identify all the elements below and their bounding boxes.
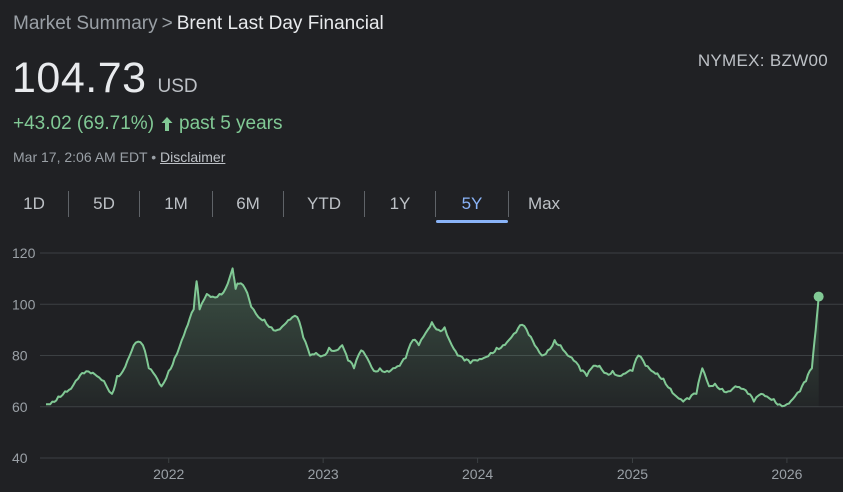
y-tick-label-80: 80 [12, 348, 28, 364]
y-tick-label-100: 100 [12, 296, 36, 312]
change-period: past 5 years [179, 113, 283, 134]
x-tick-label-2024: 2024 [462, 466, 493, 482]
x-tick-label-2023: 2023 [308, 466, 339, 482]
range-tab-separator [283, 191, 284, 217]
breadcrumb-current: Brent Last Day Financial [176, 13, 384, 34]
disclaimer-link[interactable]: Disclaimer [160, 149, 226, 165]
quote-meta: Mar 17, 2:06 AM EDT • Disclaimer [13, 149, 225, 165]
y-tick-label-120: 120 [12, 245, 36, 261]
breadcrumb-market-summary-link[interactable]: Market Summary [13, 13, 158, 34]
change-value: +43.02 (69.71%) [13, 113, 155, 134]
range-tab-separator [212, 191, 213, 217]
range-selector: 1D 5D 1M 6M YTD 1Y 5Y Max [0, 186, 579, 223]
range-tab-1d[interactable]: 1D [23, 194, 45, 213]
arrow-up-icon [161, 117, 173, 131]
range-tab-ytd[interactable]: YTD [307, 194, 341, 213]
quote-timestamp: Mar 17, 2:06 AM EDT [13, 149, 148, 165]
breadcrumb: Market Summary > Brent Last Day Financial [13, 13, 384, 35]
range-tab-6m[interactable]: 6M [236, 194, 260, 213]
range-tab-separator [68, 191, 69, 217]
breadcrumb-separator: > [161, 13, 173, 34]
price-change: +43.02 (69.71%) past 5 years [13, 113, 283, 135]
last-price-point [813, 291, 824, 302]
range-tab-separator [364, 191, 365, 217]
range-tab-5d[interactable]: 5D [93, 194, 115, 213]
current-price: 104.73 [12, 54, 147, 102]
range-tab-separator [139, 191, 140, 217]
y-tick-label-40: 40 [12, 450, 28, 466]
series-line [45, 267, 820, 408]
x-tick-label-2026: 2026 [771, 466, 802, 482]
y-tick-label-60: 60 [12, 399, 28, 415]
meta-bullet: • [151, 149, 157, 165]
price-chart: 40 60 80 100 120 2022 2023 2024 2025 2026 [12, 245, 843, 482]
x-tick-label-2025: 2025 [617, 466, 648, 482]
range-tab-separator [435, 191, 436, 217]
range-tab-1m[interactable]: 1M [164, 194, 188, 213]
range-tab-5y[interactable]: 5Y [436, 186, 508, 223]
range-tab-max[interactable]: Max [527, 194, 561, 213]
price-row: 104.73 USD [12, 54, 198, 103]
range-tab-1y[interactable]: 1Y [389, 194, 411, 213]
currency-label: USD [157, 76, 198, 97]
x-tick-label-2022: 2022 [153, 466, 184, 482]
series-area [46, 268, 819, 407]
exchange-ticker: NYMEX: BZW00 [697, 51, 828, 70]
range-tab-separator [508, 191, 509, 217]
